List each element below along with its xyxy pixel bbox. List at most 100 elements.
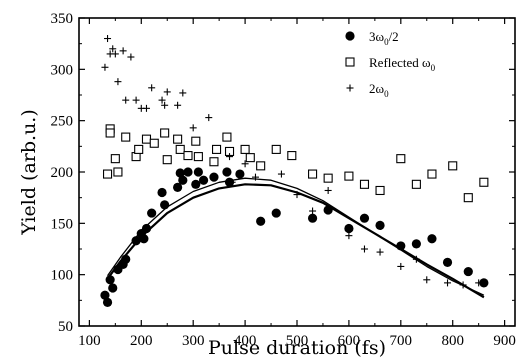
data-point [119,47,127,55]
y-tick-label: 50 [58,319,73,335]
data-point [396,241,406,251]
data-point [157,187,167,198]
data-point [344,171,354,181]
data-point [412,255,420,263]
legend-label: Reflected ω0 [369,55,436,73]
x-tick-label: 500 [286,333,309,349]
data-point [134,144,144,154]
fit-curve [106,177,485,296]
data-point [175,168,185,178]
data-point [189,124,197,132]
data-point [423,276,431,284]
data-point [222,132,232,142]
legend-label: 2ω0 [369,81,389,99]
data-point [183,151,193,161]
data-point [142,104,150,112]
data-point [209,172,219,182]
data-point [102,297,113,307]
data-point [444,279,452,287]
fit-curve [106,183,485,299]
x-tick-label: 200 [130,333,153,349]
legend: 3ω0/2 Reflected ω0 2ω0 [345,29,436,99]
data-point [178,175,188,185]
data-point [198,175,209,185]
data-point [375,220,385,230]
y-tick-label: 100 [51,268,74,284]
legend-marker [345,57,355,67]
data-point [235,169,245,179]
data-point [309,207,317,215]
data-point [376,248,384,256]
x-tick-label: 100 [78,333,101,349]
data-point [173,182,183,192]
x-tick-label: 600 [338,333,361,349]
data-point [256,216,266,226]
data-point [132,96,140,104]
data-point [160,200,170,210]
data-point [173,134,183,144]
legend-marker [346,84,354,92]
data-point [479,177,489,187]
data-point [147,208,157,218]
x-tick-label: 400 [234,333,257,349]
data-point [148,84,156,92]
data-point [121,254,131,264]
y-tick-label: 300 [51,62,74,78]
data-point [397,262,405,270]
y-tick-label: 250 [51,114,74,130]
data-point [359,213,370,223]
data-point [245,153,255,163]
data-point [110,154,120,164]
legend-label: 3ω0/2 [369,29,399,47]
data-point [163,88,171,96]
data-point [224,177,235,187]
data-point [479,278,489,288]
y-tick-label: 150 [51,216,74,232]
x-tick-label: 700 [390,333,413,349]
data-point [256,161,266,171]
x-tick-label: 900 [493,333,516,349]
data-point [323,205,333,215]
x-tick-label: 800 [441,333,464,349]
y-tick-label: 200 [51,165,74,181]
data-point [271,208,281,218]
data-point [191,136,201,146]
data-point [277,170,285,178]
data-point [226,153,234,161]
data-point [121,132,131,142]
data-point [111,50,119,58]
data-point [222,167,232,177]
data-point [240,144,250,154]
x-axis-label: Pulse duration (fs) [208,337,386,359]
data-point [104,35,112,43]
data-point [411,239,421,249]
y-axis-label: Yield (arb.u.) [18,109,40,236]
data-point [375,185,385,196]
data-point [344,223,354,234]
x-tick-label: 300 [182,333,205,349]
data-point [323,173,333,183]
data-point [271,144,281,154]
data-point [211,144,222,154]
data-point [113,167,123,177]
data-point [205,114,213,122]
data-point [427,234,437,244]
data-point [102,169,113,179]
data-point [141,223,152,234]
data-point [149,138,159,148]
y-tick-label: 350 [51,11,74,27]
data-point [131,236,141,246]
legend-marker [345,31,355,41]
data-point [324,186,332,194]
data-point [174,101,182,109]
data-point [160,128,170,138]
data-point [193,152,203,162]
data-point [141,134,152,144]
data-point [345,232,353,240]
data-points [100,35,489,307]
data-point [360,245,368,253]
data-point [127,53,135,61]
data-point [251,173,259,181]
data-point [100,290,110,300]
